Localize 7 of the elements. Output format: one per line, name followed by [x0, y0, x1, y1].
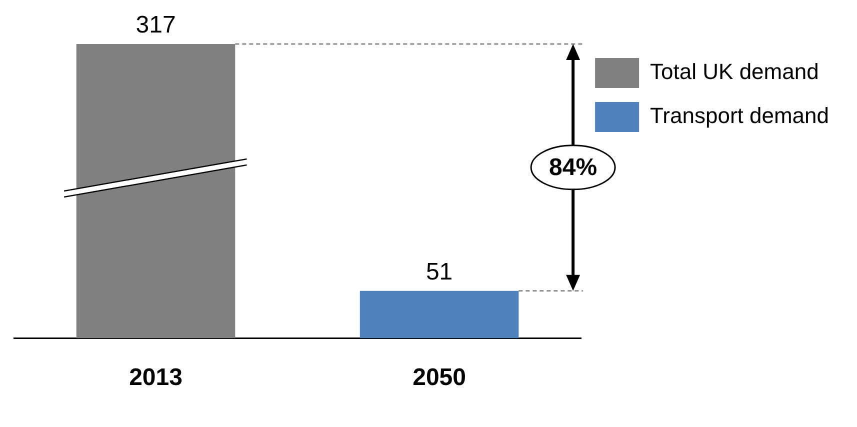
x-tick-label: 2013: [129, 364, 182, 392]
data-label: 317: [136, 12, 176, 39]
legend-label: Transport demand: [650, 103, 830, 128]
annotation: 84%: [549, 154, 598, 182]
data-label: 51: [426, 258, 453, 286]
x-tick-label: 2050: [412, 364, 466, 392]
legend-label: Total UK demand: [650, 59, 819, 84]
